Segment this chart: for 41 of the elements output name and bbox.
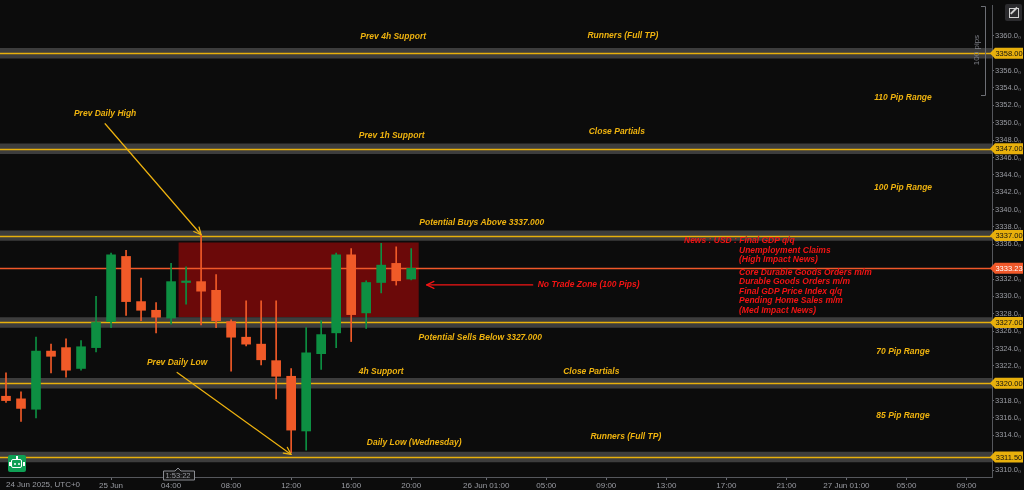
annotation: 4h Support	[357, 365, 405, 376]
candlestick	[256, 300, 266, 366]
annotation: News : USD : Final GDP q/q Unemployment Claims (High Impact News) Core Durable Goods Orders m/m Durable Goods Orders m/m Final GDP Price Index q/q Pending Home Sales m/m (Med Impact News)	[684, 235, 873, 315]
candlestick	[271, 300, 281, 400]
annotation: Prev Daily High	[73, 108, 137, 119]
annotation: 100 Pip Range	[873, 182, 933, 193]
x-tick-label: 09:00	[956, 481, 978, 490]
annotation: Close Partials	[563, 365, 620, 376]
candlestick	[181, 266, 191, 305]
x-tick-label: 16:00	[341, 481, 362, 490]
x-tick-label: 13:00	[656, 481, 677, 490]
x-tick-label: 05:00	[896, 481, 918, 490]
x-tick-label: 04:00	[161, 481, 182, 490]
x-tick-label: 12:00	[281, 481, 302, 490]
annotation: Runners (Full TP)	[590, 431, 662, 442]
annotation: Prev 4h Support	[360, 30, 428, 41]
candlestick	[136, 277, 146, 322]
annotation: Close Partials	[588, 126, 646, 137]
annotation: Runners (Full TP)	[587, 29, 659, 40]
x-tick-label: 08:00	[221, 481, 242, 490]
annotation: Prev 1h Support	[358, 130, 426, 141]
annotation: 70 Pip Range	[876, 346, 930, 357]
x-tick-label: 25 Jun	[99, 481, 124, 490]
candlestick	[46, 343, 56, 374]
annotation: 110 Pip Range	[874, 92, 933, 103]
x-tick-label: 27 Jun 01:00	[823, 481, 871, 490]
x-tick-label: 09:00	[596, 481, 617, 490]
annotation: Potential Buys Above 3337.000	[419, 216, 545, 227]
x-tick-label: 26 Jun 01:00	[463, 481, 510, 490]
annotation: Potential Sells Below 3327.000	[418, 331, 543, 342]
x-tick-label: 17:00	[716, 481, 737, 490]
x-tick-label: 21:00	[776, 481, 797, 490]
annotation: Prev Daily Low	[146, 356, 209, 367]
x-tick-label: 05:00	[536, 481, 557, 490]
band-label: No Trade Zone (100 Pips)	[537, 279, 640, 290]
candlestick	[1, 372, 11, 403]
annotation: Daily Low (Wednesday)	[366, 437, 462, 448]
annotation: 85 Pip Range	[876, 410, 930, 421]
candlestick	[241, 300, 251, 347]
text: 24 Jun 2025, UTC+0	[6, 480, 81, 490]
x-tick-label: 20:00	[401, 481, 422, 490]
